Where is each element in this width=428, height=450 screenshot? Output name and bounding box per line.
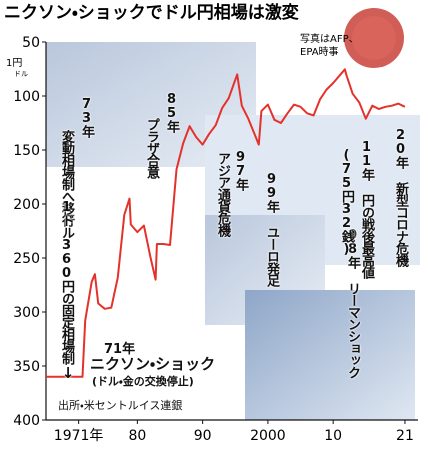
annotation: ニクソン・ショック	[90, 355, 216, 373]
x-tick-label: 1971年	[54, 428, 104, 444]
annotation: 変動相場制へ移行	[59, 130, 74, 226]
fx-line	[46, 68, 406, 378]
annotation: 20年 新型コロナ危機	[393, 128, 408, 266]
y-axis-label: ドル	[14, 70, 28, 78]
y-tick-label: 300	[13, 305, 40, 321]
annotation: プラザ合意	[144, 118, 159, 178]
annotation: 1ドル360円の固定相場制	[59, 200, 74, 364]
y-tick-label: 400	[13, 413, 40, 429]
annotation: 71年	[104, 342, 136, 357]
annotation: (ドル・金の交換停止)	[92, 375, 194, 388]
x-tick-label: 21	[396, 428, 414, 444]
photo-lehman	[245, 290, 415, 420]
annotation: 97年	[233, 150, 248, 190]
annotation: ↓	[59, 364, 77, 381]
x-tick-label: 10	[324, 428, 342, 444]
virus-icon	[344, 8, 404, 68]
credit: 写真はAFP、	[300, 32, 359, 45]
credit: EPA時事	[300, 45, 339, 58]
y-axis-label: 1円	[6, 58, 22, 69]
y-tick-label: 250	[13, 251, 40, 267]
x-tick-label: 80	[128, 428, 146, 444]
y-tick-label: 50	[22, 35, 40, 51]
chart-title: ニクソン・ショックでドル円相場は激変	[4, 2, 299, 23]
annotation: (75円32銭)	[339, 148, 354, 256]
y-tick-label: 350	[13, 359, 40, 375]
x-tick-label: 2000	[250, 428, 286, 444]
annotation: 73年	[79, 97, 94, 137]
annotation: 11年 円の戦後最高値	[359, 140, 374, 278]
y-tick-label: 200	[13, 197, 40, 213]
annotation: 08年 リーマンショック	[345, 228, 360, 378]
annotation: アジア通貨危機	[215, 152, 230, 236]
x-tick-label: 90	[194, 428, 212, 444]
annotation: 85年	[164, 92, 179, 132]
y-tick-label: 150	[13, 143, 40, 159]
annotation: 99年 ユーロ発足	[264, 172, 279, 286]
y-tick-label: 100	[13, 89, 40, 105]
source: 出所・米セントルイス連銀	[58, 399, 183, 412]
